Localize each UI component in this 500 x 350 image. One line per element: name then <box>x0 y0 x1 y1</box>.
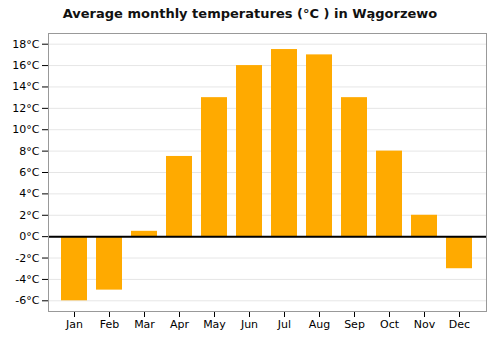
svg-text:Oct: Oct <box>380 318 400 331</box>
svg-text:14°C: 14°C <box>12 80 39 93</box>
svg-text:Mar: Mar <box>134 318 155 331</box>
svg-text:6°C: 6°C <box>19 166 39 179</box>
svg-text:Dec: Dec <box>449 318 470 331</box>
svg-text:2°C: 2°C <box>19 209 39 222</box>
svg-text:Jun: Jun <box>240 318 258 331</box>
svg-text:-6°C: -6°C <box>15 294 39 307</box>
svg-text:Feb: Feb <box>100 318 119 331</box>
svg-text:Aug: Aug <box>309 318 330 331</box>
svg-text:Jul: Jul <box>277 318 291 331</box>
svg-text:8°C: 8°C <box>19 145 39 158</box>
svg-text:18°C: 18°C <box>12 38 39 51</box>
svg-text:Jan: Jan <box>65 318 83 331</box>
svg-text:-2°C: -2°C <box>15 252 39 265</box>
html-text:Average monthly temperatures (: Average monthly temperatures (°C ) in Wą… <box>62 6 438 21</box>
svg-text:16°C: 16°C <box>12 59 39 72</box>
svg-text:Nov: Nov <box>414 318 436 331</box>
svg-text:10°C: 10°C <box>12 123 39 136</box>
svg-text:0°C: 0°C <box>19 230 39 243</box>
svg-text:-4°C: -4°C <box>15 273 39 286</box>
svg-text:May: May <box>203 318 226 331</box>
svg-text:12°C: 12°C <box>12 102 39 115</box>
svg-text:Sep: Sep <box>344 318 365 331</box>
svg-text:4°C: 4°C <box>19 187 39 200</box>
svg-text:Apr: Apr <box>170 318 190 331</box>
